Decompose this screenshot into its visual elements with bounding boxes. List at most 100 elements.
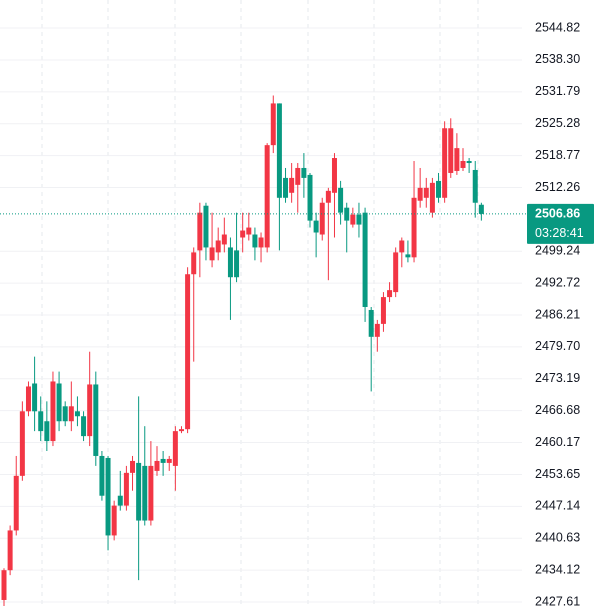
candle-body (448, 128, 454, 173)
candle-body (258, 237, 264, 248)
candle-body (105, 457, 111, 536)
y-tick-label: 2492.72 (535, 275, 580, 289)
candle-body (270, 103, 276, 146)
candle-body (56, 383, 62, 422)
candle-body (93, 384, 99, 456)
candle-body (295, 167, 301, 185)
y-tick-label: 2434.12 (535, 562, 580, 576)
candle-body (32, 383, 38, 412)
candle-body (117, 495, 123, 506)
candle-body (38, 411, 44, 432)
candle-body (221, 234, 227, 245)
candle-body (50, 381, 56, 442)
candle-body (166, 458, 172, 463)
candle-body (405, 254, 411, 258)
candle-body (478, 204, 484, 214)
candle-body (44, 421, 50, 442)
candle-body (368, 309, 374, 337)
y-tick-label: 2479.70 (535, 339, 580, 353)
y-tick-label: 2499.24 (535, 244, 580, 258)
candle-body (436, 180, 442, 198)
candle-body (160, 458, 166, 463)
candle-body (203, 205, 209, 248)
candle-body (142, 465, 148, 521)
candle-body (178, 429, 184, 432)
y-tick-label: 2518.77 (535, 148, 580, 162)
candle-body (148, 465, 154, 521)
candle-body (19, 411, 25, 476)
candle-body (411, 197, 417, 258)
last-price-label: 2506.86 (535, 207, 580, 221)
candle-body (399, 240, 405, 253)
candle-body (154, 460, 160, 471)
y-tick-label: 2440.63 (535, 531, 580, 545)
candle-body (246, 227, 252, 235)
last-price-box (527, 203, 594, 244)
candle-body (454, 148, 460, 171)
y-tick-label: 2447.14 (535, 499, 580, 513)
candle-body (197, 212, 203, 251)
candle-body (99, 455, 105, 496)
candle-body (234, 250, 240, 278)
candle-body (307, 174, 313, 221)
candle-body (191, 252, 197, 275)
candle-body (227, 247, 233, 278)
candle-body (319, 202, 325, 235)
candle-body (276, 103, 282, 198)
candle-body (87, 384, 93, 437)
y-tick-label: 2544.82 (535, 20, 580, 34)
candle-body (429, 182, 435, 213)
y-tick-label: 2466.68 (535, 403, 580, 417)
candle-body (13, 475, 19, 531)
candle-body (325, 190, 331, 203)
y-tick-label: 2512.26 (535, 180, 580, 194)
candle-body (380, 297, 386, 324)
candle-body (338, 187, 344, 213)
candle-body (387, 290, 393, 298)
candle-body (215, 240, 221, 253)
y-tick-label: 2473.19 (535, 371, 580, 385)
candle-body (423, 187, 429, 198)
candle-body (356, 214, 362, 225)
candle-body (331, 158, 337, 193)
candle-body (25, 386, 31, 412)
candle-body (264, 145, 270, 248)
candle-body (289, 177, 295, 193)
candle-body (283, 177, 289, 198)
candle-body (172, 431, 178, 466)
candle-body (130, 460, 136, 473)
candle-body (123, 472, 129, 506)
candle-body (62, 406, 68, 422)
candle-body (393, 252, 399, 293)
y-tick-label: 2525.28 (535, 116, 580, 130)
candle-body (252, 234, 258, 248)
candle-body (344, 207, 350, 221)
candle-body (111, 505, 117, 536)
countdown-label: 03:28:41 (535, 226, 584, 240)
y-tick-label: 2453.65 (535, 467, 580, 481)
candle-body (374, 323, 380, 337)
candle-body (442, 128, 448, 198)
candle-body (240, 230, 246, 238)
candle-body (460, 161, 466, 168)
candle-body (209, 247, 215, 261)
y-tick-label: 2486.21 (535, 307, 580, 321)
candle-body (1, 570, 7, 600)
y-tick-label: 2460.17 (535, 435, 580, 449)
candle-body (7, 530, 13, 571)
candle-body (185, 274, 191, 430)
candle-body (136, 462, 142, 521)
candle-body (472, 169, 478, 203)
candle-body (301, 167, 307, 178)
candle-body (74, 411, 80, 417)
candle-body (313, 220, 319, 233)
candle-body (466, 161, 472, 164)
candle-body (81, 416, 87, 437)
candle-body (417, 187, 423, 201)
candle-body (362, 212, 368, 307)
y-tick-label: 2538.30 (535, 52, 580, 66)
y-tick-label: 2427.61 (535, 594, 580, 606)
candle-body (350, 214, 356, 225)
candle-body (68, 406, 74, 422)
